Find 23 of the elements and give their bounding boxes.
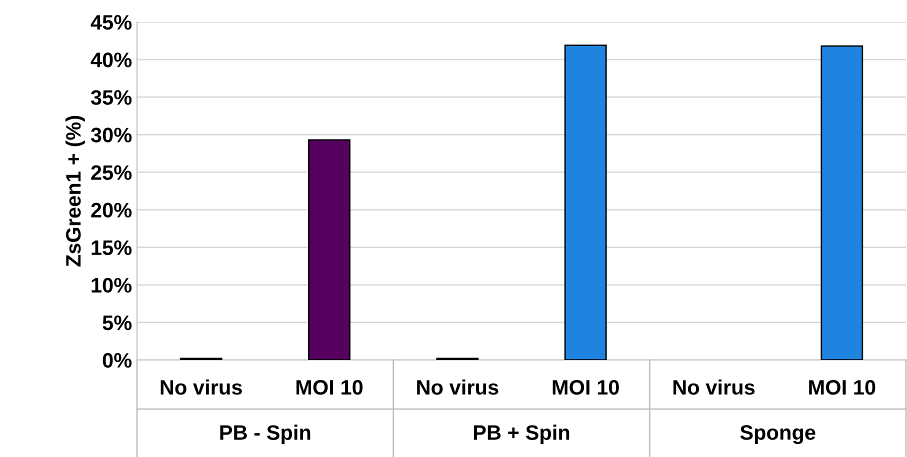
- text: PB - Spin: [220, 424, 310, 444]
- y-tick-label: 45%: [90, 15, 132, 30]
- x-tick-label: MOI 10: [809, 380, 876, 395]
- y-tick-label: 10%: [92, 278, 132, 293]
- y-tick-label: 30%: [90, 128, 132, 142]
- text: Sponge: [740, 425, 816, 444]
- y-tick-label: 0%: [102, 353, 132, 368]
- y-tick-label: 40%: [90, 52, 132, 68]
- text: PB + Spin: [474, 424, 570, 444]
- y-tick-label: 35%: [90, 90, 132, 105]
- y-tick-label: 25%: [91, 165, 132, 180]
- bar: [308, 139, 350, 360]
- y-tick-label: 20%: [91, 202, 132, 218]
- x-tick-label: MOI 10: [296, 380, 363, 395]
- y-tick-label: 5%: [102, 316, 132, 330]
- x-tick-label: MOI 10: [552, 380, 619, 395]
- x-tick-label: No virus: [160, 379, 242, 395]
- bar: [564, 44, 607, 360]
- x-tick-label: No virus: [673, 379, 755, 395]
- x-tick-label: No virus: [417, 379, 498, 395]
- y-tick-label: 15%: [92, 240, 132, 256]
- bar: [820, 45, 864, 360]
- y-axis-title: ZsGreen1 + (%): [65, 116, 85, 266]
